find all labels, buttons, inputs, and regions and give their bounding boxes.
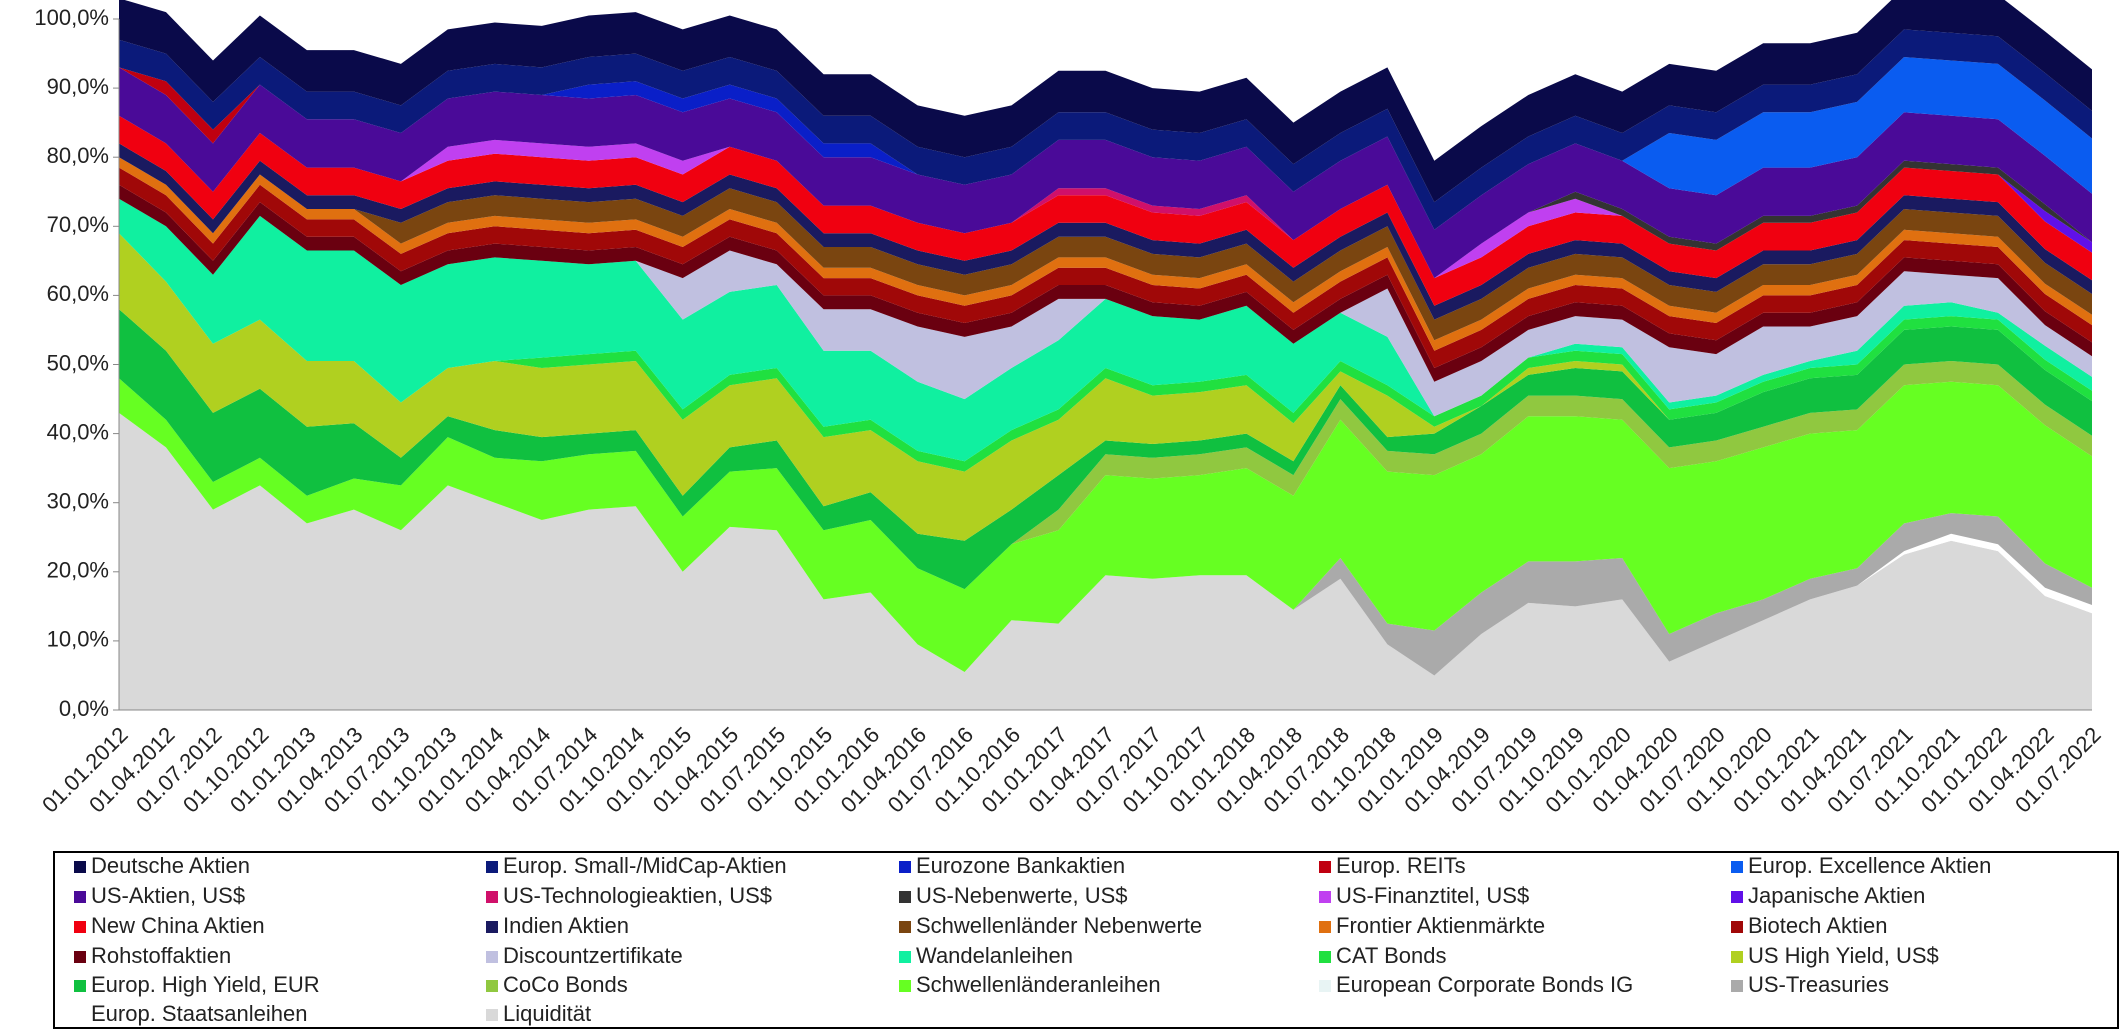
legend-swatch	[486, 1009, 498, 1021]
legend-label: Biotech Aktien	[1748, 913, 1887, 938]
area	[119, 233, 2092, 541]
legend-label: Rohstoffaktien	[91, 943, 231, 968]
legend-swatch	[1731, 861, 1743, 873]
legend-swatch	[486, 951, 498, 963]
y-tick-label: 70,0%	[47, 212, 109, 237]
legend-box	[53, 851, 2119, 1029]
legend-swatch	[486, 861, 498, 873]
legend-label: US-Treasuries	[1748, 972, 1889, 997]
y-tick-label: 30,0%	[47, 489, 109, 514]
y-tick-label: 0,0%	[59, 696, 109, 721]
area	[119, 378, 2092, 672]
legend-swatch	[1319, 951, 1331, 963]
legend-swatch	[899, 980, 911, 992]
legend-swatch	[74, 891, 86, 903]
legend-label: US-Finanztitel, US$	[1336, 883, 1529, 908]
legend-label: US-Technologieaktien, US$	[503, 883, 772, 908]
legend-swatch	[1731, 921, 1743, 933]
legend-swatch	[1731, 980, 1743, 992]
legend-swatch	[899, 921, 911, 933]
legend-swatch	[1731, 891, 1743, 903]
area	[119, 198, 2092, 462]
legend-label: Europ. Small-/MidCap-Aktien	[503, 853, 787, 878]
legend-label: Liquidität	[503, 1001, 591, 1026]
area	[119, 57, 2092, 230]
legend-label: US High Yield, US$	[1748, 943, 1939, 968]
area	[119, 115, 2092, 279]
y-tick-label: 90,0%	[47, 74, 109, 99]
legend-label: Frontier Aktienmärkte	[1336, 913, 1545, 938]
area	[119, 361, 2092, 590]
legend-label: Indien Aktien	[503, 913, 629, 938]
y-tick-label: 40,0%	[47, 419, 109, 444]
area	[119, 29, 2092, 230]
y-tick-label: 100,0%	[34, 5, 109, 30]
area	[119, 115, 2092, 306]
legend-label: Schwellenländer Nebenwerte	[916, 913, 1202, 938]
legend-label: US-Aktien, US$	[91, 883, 245, 908]
area	[119, 157, 2092, 341]
legend-swatch	[1319, 980, 1331, 992]
legend-swatch	[74, 980, 86, 992]
y-tick-label: 80,0%	[47, 143, 109, 168]
legend-swatch	[486, 891, 498, 903]
legend-label: Europ. Excellence Aktien	[1748, 853, 1991, 878]
legend-swatch	[899, 861, 911, 873]
area	[119, 143, 2092, 320]
legend-swatch	[74, 921, 86, 933]
legend-label: CAT Bonds	[1336, 943, 1446, 968]
y-tick-label: 10,0%	[47, 627, 109, 652]
legend-label: Europ. High Yield, EUR	[91, 972, 320, 997]
legend-label: European Corporate Bonds IG	[1336, 972, 1633, 997]
legend-label: US-Nebenwerte, US$	[916, 883, 1128, 908]
legend-label: CoCo Bonds	[503, 972, 628, 997]
y-tick-label: 20,0%	[47, 558, 109, 583]
legend-swatch	[1319, 891, 1331, 903]
legend-label: Europ. REITs	[1336, 853, 1466, 878]
legend-swatch	[899, 951, 911, 963]
legend-swatch	[74, 951, 86, 963]
legend-swatch	[486, 921, 498, 933]
area	[119, 412, 2092, 710]
area	[119, 67, 2092, 279]
legend-swatch	[899, 891, 911, 903]
legend-label: Japanische Aktien	[1748, 883, 1925, 908]
legend-label: Schwellenländeranleihen	[916, 972, 1161, 997]
legend-swatch	[74, 861, 86, 873]
area	[119, 0, 2092, 203]
legend-swatch	[1731, 951, 1743, 963]
legend-label: Wandelanleihen	[916, 943, 1073, 968]
legend-label: Discountzertifikate	[503, 943, 683, 968]
legend-label: New China Aktien	[91, 913, 265, 938]
y-tick-label: 50,0%	[47, 350, 109, 375]
legend-swatch	[486, 980, 498, 992]
legend-swatch	[1319, 861, 1331, 873]
legend-swatch	[1319, 921, 1331, 933]
legend-swatch	[74, 1009, 86, 1021]
legend-label: Europ. Staatsanleihen	[91, 1001, 308, 1026]
area	[119, 309, 2092, 590]
legend-label: Eurozone Bankaktien	[916, 853, 1125, 878]
y-tick-label: 60,0%	[47, 281, 109, 306]
legend-label: Deutsche Aktien	[91, 853, 250, 878]
